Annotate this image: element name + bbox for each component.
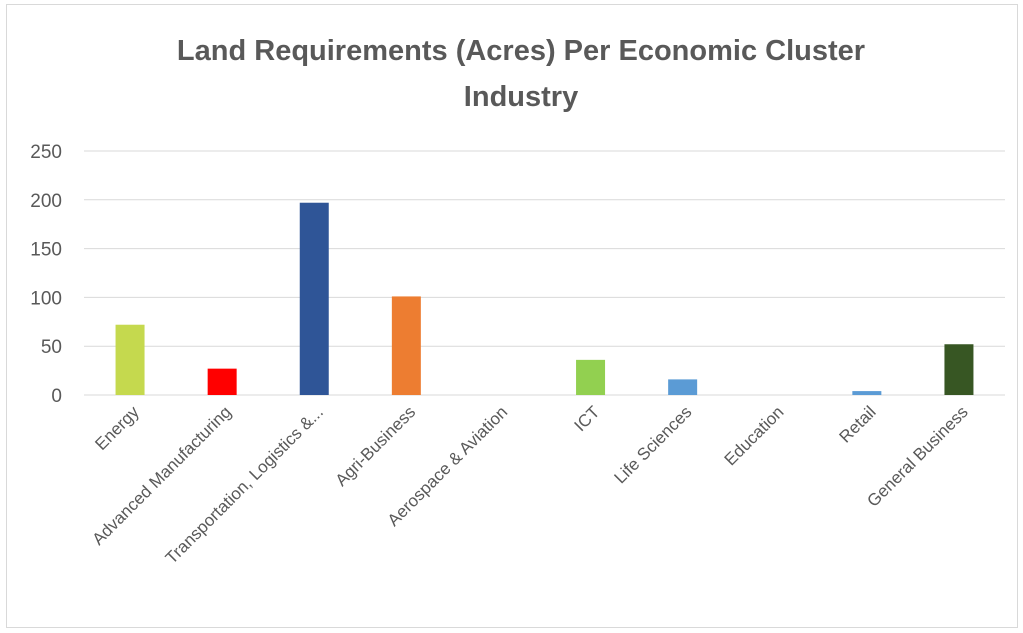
bar bbox=[299, 202, 329, 395]
x-tick-label: Education bbox=[721, 402, 788, 469]
y-tick-label: 200 bbox=[30, 191, 62, 212]
bar bbox=[576, 359, 606, 395]
y-tick-label: 100 bbox=[30, 288, 62, 309]
x-tick-label: General Business bbox=[863, 402, 971, 510]
y-tick-label: 0 bbox=[51, 386, 62, 407]
bar bbox=[115, 324, 145, 395]
chart-title-line-1: Land Requirements (Acres) Per Economic C… bbox=[177, 35, 865, 67]
bar bbox=[391, 296, 421, 395]
bars bbox=[115, 202, 974, 395]
y-axis-ticks: 0 50 100 150 200 250 bbox=[30, 142, 62, 407]
x-tick-label: Transportation, Logistics &... bbox=[162, 402, 327, 567]
x-tick-label: ICT bbox=[571, 402, 604, 435]
gridlines bbox=[84, 150, 1005, 396]
chart-frame bbox=[6, 4, 1018, 628]
bar bbox=[852, 391, 882, 395]
y-tick-label: 250 bbox=[30, 142, 62, 163]
x-tick-label: Life Sciences bbox=[611, 402, 696, 487]
x-tick-label: Energy bbox=[91, 402, 143, 454]
y-tick-label: 50 bbox=[41, 337, 62, 358]
bar bbox=[668, 379, 698, 395]
x-tick-label: Retail bbox=[836, 402, 880, 446]
bar bbox=[944, 344, 974, 395]
x-tick-label: Agri-Business bbox=[332, 402, 420, 490]
bar bbox=[207, 368, 237, 395]
chart-title-line-2: Industry bbox=[464, 81, 578, 113]
y-tick-label: 150 bbox=[30, 240, 62, 261]
